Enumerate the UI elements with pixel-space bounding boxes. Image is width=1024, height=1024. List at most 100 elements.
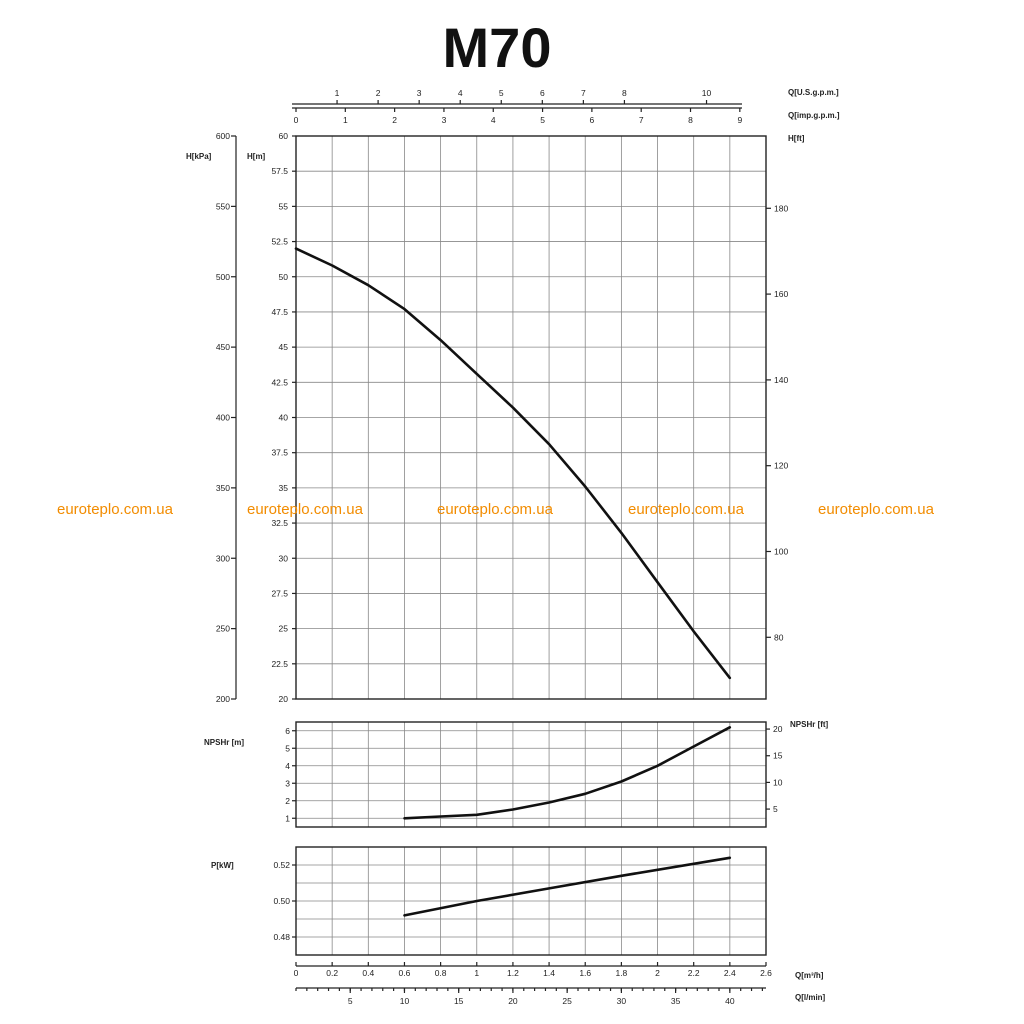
tick-label: 20 <box>773 724 783 734</box>
tick-label: 2.6 <box>760 968 772 978</box>
tick-label: 2.4 <box>724 968 736 978</box>
tick-label: 500 <box>216 272 230 282</box>
head-panel: 60 57.5 55 52.5 50 47.5 45 42.5 40 37.5 35 32.5 30 27… <box>216 131 789 704</box>
head-tick-labels: 60 57.5 55 52.5 50 47.5 45 42.5 40 37.5 35 32.5 30 27… <box>216 131 789 704</box>
tick-label: 9 <box>737 115 742 125</box>
tick-label: 180 <box>774 203 788 213</box>
tick-label: 20 <box>508 996 518 1006</box>
q-impgpm-label: Q[imp.g.p.m.] <box>788 111 840 120</box>
tick-label: 1.8 <box>615 968 627 978</box>
tick-label: 2.2 <box>688 968 700 978</box>
tick-label: 10 <box>400 996 410 1006</box>
tick-label: 2 <box>392 115 397 125</box>
tick-label: 0.2 <box>326 968 338 978</box>
tick-label: 450 <box>216 342 230 352</box>
tick-label: 80 <box>774 632 784 642</box>
tick-label: 140 <box>774 375 788 385</box>
tick-label: 1 <box>335 88 340 98</box>
npsh-m-label: NPSHr [m] <box>204 738 244 747</box>
tick-label: 27.5 <box>271 588 288 598</box>
tick-label: 52.5 <box>271 237 288 247</box>
h-ft-label: H[ft] <box>788 134 805 143</box>
chart-title: M70 <box>443 16 552 79</box>
tick-label: 37.5 <box>271 448 288 458</box>
watermark: euroteplo.com.ua <box>57 501 173 518</box>
tick-label: 2 <box>655 968 660 978</box>
h-kpa-label: H[kPa] <box>186 152 212 161</box>
tick-label: 47.5 <box>271 307 288 317</box>
tick-label: 400 <box>216 413 230 423</box>
tick-label: 40 <box>279 413 289 423</box>
npsh-curve <box>403 726 732 820</box>
tick-label: 10 <box>773 777 783 787</box>
tick-label: 7 <box>581 88 586 98</box>
npsh-frame <box>295 721 767 828</box>
tick-label: 25 <box>562 996 572 1006</box>
tick-label: 1 <box>285 813 290 823</box>
tick-label: 6 <box>285 726 290 736</box>
tick-label: 300 <box>216 553 230 563</box>
tick-label: 1 <box>474 968 479 978</box>
tick-label: 2 <box>376 88 381 98</box>
tick-label: 30 <box>617 996 627 1006</box>
tick-label: 20 <box>279 694 289 704</box>
tick-label: 1.6 <box>579 968 591 978</box>
tick-label: 350 <box>216 483 230 493</box>
watermark: euroteplo.com.ua <box>628 501 744 518</box>
tick-label: 25 <box>279 624 289 634</box>
tick-label: 2 <box>285 796 290 806</box>
tick-label: 10 <box>702 88 712 98</box>
tick-label: 5 <box>499 88 504 98</box>
tick-label: 5 <box>348 996 353 1006</box>
top-flow-axes: 1 2 3 4 5 6 7 8 10 0 1 2 3 4 5 6 7 8 9 <box>292 88 742 125</box>
h-m-label: H[m] <box>247 152 266 161</box>
tick-label: 0.6 <box>399 968 411 978</box>
tick-label: 1.4 <box>543 968 555 978</box>
axis-labels: Q[U.S.g.p.m.] Q[imp.g.p.m.] H[kPa] H[m] … <box>186 88 840 1002</box>
tick-label: 35 <box>279 483 289 493</box>
tick-label: 8 <box>688 115 693 125</box>
tick-label: 550 <box>216 201 230 211</box>
p-kw-label: P[kW] <box>211 861 234 870</box>
tick-label: 4 <box>458 88 463 98</box>
tick-label: 3 <box>285 778 290 788</box>
tick-label: 57.5 <box>271 166 288 176</box>
npsh-tick-labels: 6 5 4 3 2 1 20 15 10 5 <box>285 724 782 823</box>
tick-label: 0 <box>294 968 299 978</box>
power-panel: 0.52 0.50 0.48 <box>273 846 767 956</box>
tick-label: 0.4 <box>362 968 374 978</box>
watermark: euroteplo.com.ua <box>818 501 934 518</box>
tick-label: 3 <box>442 115 447 125</box>
tick-label: 8 <box>622 88 627 98</box>
tick-label: 5 <box>773 804 778 814</box>
tick-label: 42.5 <box>271 377 288 387</box>
tick-label: 50 <box>279 272 289 282</box>
tick-label: 200 <box>216 694 230 704</box>
npsh-ft-label: NPSHr [ft] <box>790 720 829 729</box>
q-m3h-label: Q[m³/h] <box>795 971 824 980</box>
tick-label: 0.8 <box>435 968 447 978</box>
tick-label: 22.5 <box>271 659 288 669</box>
q-usgpm-label: Q[U.S.g.p.m.] <box>788 88 839 97</box>
tick-label: 15 <box>773 751 783 761</box>
tick-label: 15 <box>454 996 464 1006</box>
tick-label: 30 <box>279 553 289 563</box>
tick-label: 120 <box>774 461 788 471</box>
power-tick-labels: 0.52 0.50 0.48 <box>273 860 296 942</box>
tick-label: 45 <box>279 342 289 352</box>
tick-label: 160 <box>774 289 788 299</box>
bottom-flow-axes: 0 0.2 0.4 0.6 0.8 1 1.2 1.4 1.6 1.8 2 2.2 2.4 2.6 5 10 1… <box>294 962 772 1006</box>
tick-label: 5 <box>285 743 290 753</box>
tick-label: 0.50 <box>273 896 290 906</box>
tick-label: 40 <box>725 996 735 1006</box>
npsh-panel: 6 5 4 3 2 1 20 15 10 5 <box>285 721 783 828</box>
tick-label: 6 <box>590 115 595 125</box>
tick-label: 0 <box>294 115 299 125</box>
tick-label: 0.52 <box>273 860 290 870</box>
tick-label: 4 <box>491 115 496 125</box>
tick-label: 5 <box>540 115 545 125</box>
power-curve <box>403 856 732 917</box>
tick-label: 100 <box>774 546 788 556</box>
tick-label: 32.5 <box>271 518 288 528</box>
